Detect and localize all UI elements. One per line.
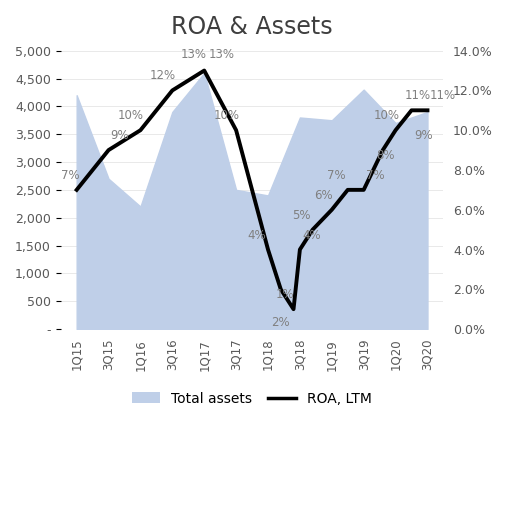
Text: 10%: 10%	[214, 109, 240, 122]
Text: 6%: 6%	[314, 189, 333, 202]
Text: 10%: 10%	[373, 109, 399, 122]
Text: 11%: 11%	[430, 89, 456, 103]
Text: 11%: 11%	[405, 89, 431, 103]
Text: 1%: 1%	[276, 288, 295, 301]
Text: 5%: 5%	[292, 209, 310, 221]
Text: 4%: 4%	[302, 229, 321, 242]
Text: 7%: 7%	[61, 169, 79, 182]
Legend: Total assets, ROA, LTM: Total assets, ROA, LTM	[126, 386, 378, 411]
Text: 9%: 9%	[414, 129, 433, 142]
Title: ROA & Assets: ROA & Assets	[171, 15, 333, 39]
Text: 4%: 4%	[247, 229, 266, 242]
Text: 7%: 7%	[327, 169, 345, 182]
Text: 13%: 13%	[180, 48, 206, 60]
Text: 2%: 2%	[271, 316, 290, 329]
Text: 7%: 7%	[366, 169, 385, 182]
Text: 13%: 13%	[209, 48, 235, 60]
Text: 12%: 12%	[150, 70, 176, 82]
Text: 10%: 10%	[118, 109, 144, 122]
Text: 8%: 8%	[376, 149, 394, 162]
Text: 9%: 9%	[110, 129, 129, 142]
